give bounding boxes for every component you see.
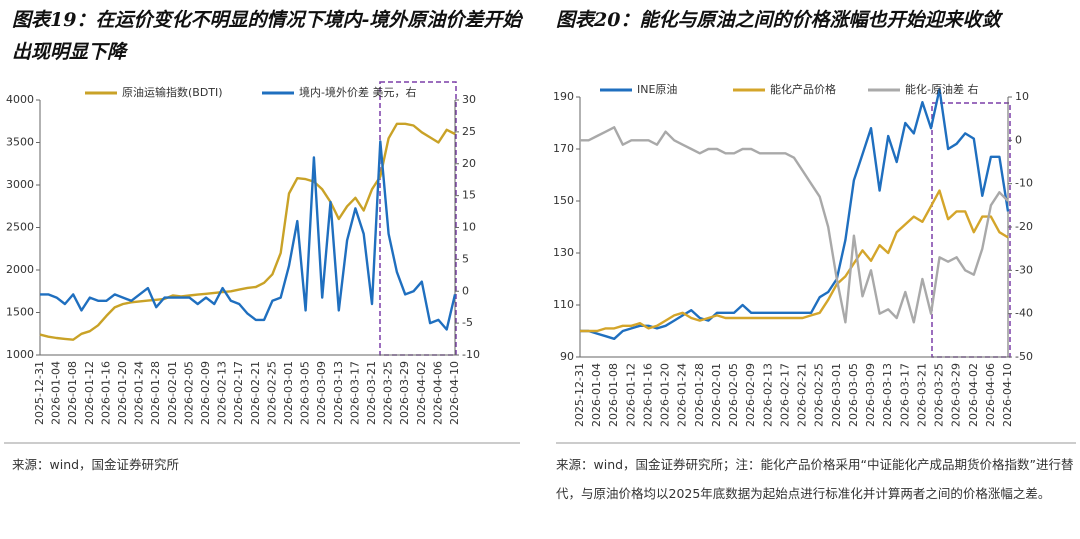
x-tick-label: 2026-01-12: [624, 363, 637, 427]
source-note: 来源：wind，国金证券研究所: [12, 457, 180, 472]
x-tick-label: 2026-02-25: [813, 363, 826, 427]
x-tick-label: 2026-03-09: [315, 361, 328, 425]
x-tick-label: 2026-02-13: [761, 363, 774, 427]
legend-label: 原油运输指数(BDTI): [122, 85, 223, 99]
x-tick-label: 2026-03-05: [847, 363, 860, 427]
x-tick-label: 2026-02-05: [182, 361, 195, 425]
x-tick-label: 2026-02-01: [710, 363, 723, 427]
x-tick-label: 2026-03-01: [282, 361, 295, 425]
x-tick-label: 2026-03-13: [881, 363, 894, 427]
y-tick-label: 170: [553, 142, 574, 155]
x-tick-label: 2026-02-25: [265, 361, 278, 425]
x-tick-label: 2026-01-20: [659, 363, 672, 427]
x-tick-label: 2026-03-25: [933, 363, 946, 427]
x-tick-label: 2026-03-21: [365, 361, 378, 425]
x-tick-label: 2026-03-09: [864, 363, 877, 427]
y-tick-label: 2500: [6, 221, 34, 234]
x-tick-label: 2026-03-21: [915, 363, 928, 427]
y2-tick-label: 30: [462, 93, 476, 106]
x-tick-label: 2026-02-09: [199, 361, 212, 425]
series-line: [580, 126, 1009, 324]
y2-tick-label: 10: [462, 221, 476, 234]
y2-tick-label: -40: [1015, 307, 1033, 320]
x-tick-label: 2026-01-16: [641, 363, 654, 427]
x-tick-label: 2026-01-24: [676, 363, 689, 427]
y-tick-label: 3000: [6, 178, 34, 191]
x-tick-label: 2026-03-05: [299, 361, 312, 425]
series-line: [580, 88, 1010, 340]
x-tick-label: 2026-03-01: [830, 363, 843, 427]
y2-tick-label: -10: [462, 348, 480, 361]
y-tick-label: 110: [553, 298, 574, 311]
y-tick-label: 1000: [6, 348, 34, 361]
x-tick-label: 2026-01-28: [149, 361, 162, 425]
y-tick-label: 150: [553, 194, 574, 207]
x-tick-label: 2026-02-17: [778, 363, 791, 427]
x-tick-label: 2026-04-10: [1001, 363, 1014, 427]
x-tick-label: 2026-01-08: [607, 363, 620, 427]
x-tick-label: 2026-04-06: [984, 363, 997, 427]
x-tick-label: 2026-03-25: [382, 361, 395, 425]
x-tick-label: 2026-02-17: [232, 361, 245, 425]
x-tick-label: 2026-01-20: [116, 361, 129, 425]
y2-tick-label: -10: [1015, 177, 1033, 190]
x-tick-label: 2026-02-01: [166, 361, 179, 425]
legend-label: 境内-境外价差 美元，右: [299, 85, 416, 99]
y2-tick-label: -50: [1015, 350, 1033, 363]
y-tick-label: 1500: [6, 306, 34, 319]
x-tick-label: 2026-04-02: [415, 361, 428, 425]
y2-tick-label: 0: [1015, 133, 1022, 146]
source-note: 来源：wind，国金证券研究所；注：能化产品价格采用“中证能化产成品期货价格指数…: [556, 457, 1074, 501]
y-tick-label: 190: [553, 90, 574, 103]
x-tick-label: 2026-01-04: [590, 363, 603, 427]
x-tick-label: 2026-03-29: [398, 361, 411, 425]
legend-label: 能化-原油差 右: [905, 82, 978, 96]
y2-tick-label: 25: [462, 125, 476, 138]
x-tick-label: 2026-01-16: [99, 361, 112, 425]
y2-tick-label: -20: [1015, 220, 1033, 233]
y-tick-label: 130: [553, 246, 574, 259]
legend-label: 能化产品价格: [770, 82, 836, 96]
chart-title: 图表19：在运价变化不明显的情况下境内-境外原油价差开始出现明显下降: [12, 9, 522, 63]
y2-tick-label: 10: [1015, 90, 1029, 103]
series-line: [39, 122, 456, 341]
x-tick-label: 2026-02-21: [796, 363, 809, 427]
x-tick-label: 2026-04-06: [431, 361, 444, 425]
x-tick-label: 2026-03-17: [348, 361, 361, 425]
x-tick-label: 2026-03-17: [898, 363, 911, 427]
x-tick-label: 2026-02-13: [216, 361, 229, 425]
x-tick-label: 2025-12-31: [33, 361, 46, 425]
chart-title: 图表20：能化与原油之间的价格涨幅也开始迎来收敛: [556, 9, 1001, 31]
x-tick-label: 2026-03-29: [950, 363, 963, 427]
x-tick-label: 2026-04-10: [448, 361, 461, 425]
y2-tick-label: -30: [1015, 263, 1033, 276]
highlight-box: [379, 81, 457, 356]
y2-tick-label: -5: [462, 316, 473, 329]
y2-tick-label: 5: [462, 252, 469, 265]
x-tick-label: 2025-12-31: [573, 363, 586, 427]
y2-tick-label: 0: [462, 284, 469, 297]
x-tick-label: 2026-01-28: [693, 363, 706, 427]
series-line: [580, 189, 1009, 333]
y2-tick-label: 20: [462, 157, 476, 170]
x-tick-label: 2026-01-24: [133, 361, 146, 425]
legend-label: INE原油: [637, 82, 677, 96]
x-tick-label: 2026-03-13: [332, 361, 345, 425]
x-tick-label: 2026-02-21: [249, 361, 262, 425]
x-tick-label: 2026-02-09: [744, 363, 757, 427]
y-tick-label: 4000: [6, 93, 34, 106]
x-tick-label: 2026-01-08: [66, 361, 79, 425]
x-tick-label: 2026-01-04: [50, 361, 63, 425]
x-tick-label: 2026-02-05: [727, 363, 740, 427]
y-tick-label: 90: [560, 350, 574, 363]
y-tick-label: 2000: [6, 263, 34, 276]
x-tick-label: 2026-01-12: [83, 361, 96, 425]
series-line: [40, 140, 457, 331]
y2-tick-label: 15: [462, 189, 476, 202]
x-tick-label: 2026-04-02: [967, 363, 980, 427]
y-tick-label: 3500: [6, 136, 34, 149]
